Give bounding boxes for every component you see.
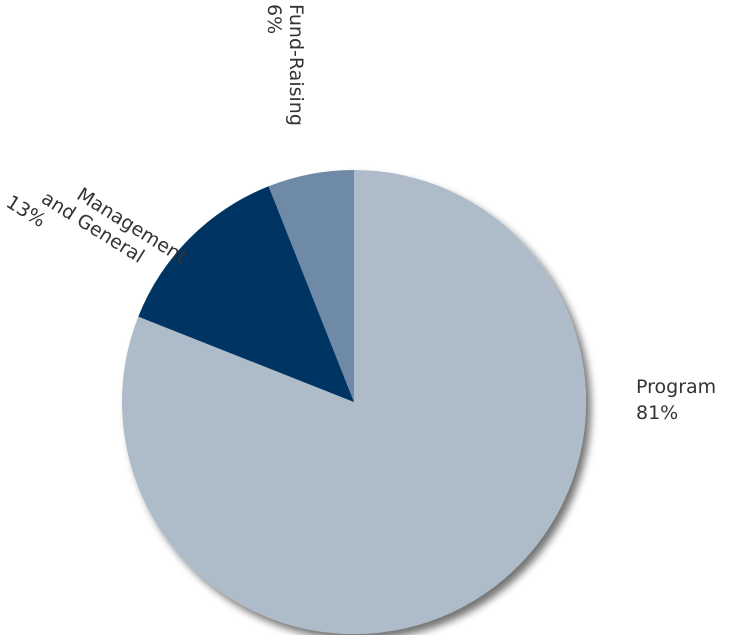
program-percent: 81%	[636, 402, 678, 424]
program-name: Program	[636, 376, 716, 398]
svg-text:Fund-Raising 6%: Fund-Raising 6%	[263, 4, 307, 132]
pie-slice-fund-raising	[268, 170, 354, 402]
slice-label-program: Program 81%	[636, 376, 722, 424]
fund-raising-name: Fund-Raising	[285, 4, 307, 126]
fund-raising-percent: 6%	[263, 4, 285, 34]
pie-slices	[122, 170, 587, 634]
slice-label-fund-raising: Fund-Raising 6%	[263, 4, 307, 132]
pie-slice-management-and-general	[138, 186, 354, 402]
pie-slice-program	[122, 170, 587, 634]
